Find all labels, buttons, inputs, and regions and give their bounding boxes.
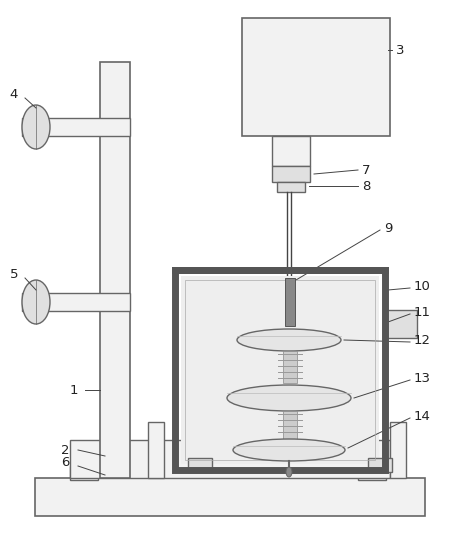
Circle shape	[120, 300, 124, 304]
Text: 5: 5	[10, 268, 18, 281]
Text: 12: 12	[414, 333, 431, 347]
Bar	[285, 278, 295, 326]
Bar	[70, 466, 98, 480]
Circle shape	[120, 125, 124, 129]
Bar	[368, 458, 392, 472]
Bar	[148, 422, 164, 478]
Bar	[272, 136, 310, 166]
Text: 1: 1	[69, 384, 78, 397]
Ellipse shape	[286, 467, 292, 477]
Text: 8: 8	[362, 180, 370, 193]
Bar	[185, 280, 375, 460]
Bar	[22, 293, 130, 311]
Bar	[35, 478, 425, 516]
Bar	[175, 270, 385, 470]
Bar	[358, 466, 386, 480]
Ellipse shape	[227, 385, 351, 411]
Ellipse shape	[237, 329, 341, 351]
Text: 3: 3	[396, 44, 405, 57]
Text: 10: 10	[414, 280, 431, 293]
Text: 13: 13	[414, 372, 431, 385]
Ellipse shape	[233, 439, 345, 461]
Text: 14: 14	[414, 410, 431, 423]
Text: 2: 2	[62, 443, 70, 456]
Bar	[385, 310, 417, 338]
Bar	[100, 62, 130, 478]
Bar	[272, 166, 310, 182]
Bar	[283, 411, 297, 441]
Text: 6: 6	[62, 455, 70, 468]
Bar	[188, 458, 212, 472]
Ellipse shape	[22, 105, 50, 149]
Ellipse shape	[22, 280, 50, 324]
Bar	[181, 276, 379, 464]
Bar	[242, 18, 390, 136]
Text: 4: 4	[10, 88, 18, 101]
Bar	[70, 440, 390, 478]
Text: 9: 9	[384, 221, 392, 234]
Bar	[283, 351, 297, 383]
Bar	[390, 422, 406, 478]
Bar	[277, 182, 305, 192]
Bar	[22, 118, 130, 136]
Text: 11: 11	[414, 306, 431, 318]
Text: 7: 7	[362, 164, 370, 176]
